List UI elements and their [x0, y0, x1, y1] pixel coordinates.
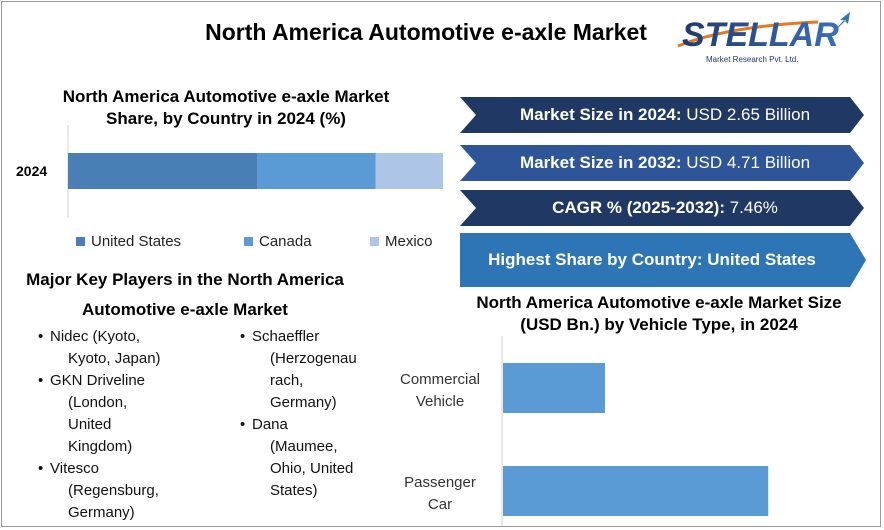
- legend-label: United States: [91, 233, 182, 250]
- legend-swatch-mexico: [370, 237, 379, 246]
- key-player-name: Vitesco: [50, 460, 99, 477]
- metric-cagr: CAGR % (2025-2032): 7.46%: [480, 190, 850, 226]
- vehicle-bar-passenger-car: [503, 466, 769, 516]
- svg-text:STELLAR: STELLAR: [682, 16, 839, 54]
- metric-label: Market Size in 2024:: [519, 105, 682, 124]
- share-chart: 2024: [16, 125, 443, 218]
- vehicle-chart: Commercial Vehicle Passenger Car: [400, 336, 769, 526]
- key-players-list-1: • Nidec (Kyoto, Kyoto, Japan) • GKN Drivelin…: [38, 326, 228, 524]
- metric-arrow-2: [460, 145, 864, 181]
- svg-text:Market Research Pvt. Ltd.: Market Research Pvt. Ltd.: [706, 55, 798, 64]
- share-chart-title: North America Automotive e-axle Market S…: [62, 87, 390, 128]
- metric-arrow-3: [460, 190, 864, 226]
- category-label-line: Commercial: [400, 371, 480, 388]
- key-players-title: Major Key Players in the North America A…: [26, 270, 344, 319]
- key-player-detail: (Maumee,: [270, 438, 338, 455]
- metric-value: 7.46%: [729, 198, 778, 217]
- share-legend: United States Canada Mexico: [76, 233, 433, 250]
- share-bar-mexico: [375, 153, 443, 189]
- metric-size-2032: Market Size in 2032: USD 4.71 Billion: [480, 145, 850, 181]
- share-bar-canada: [257, 153, 376, 189]
- category-label-line: Vehicle: [416, 393, 464, 410]
- metric-value: USD 2.65 Billion: [686, 105, 811, 124]
- key-player-detail: Kingdom): [68, 438, 133, 455]
- metric-arrows: [460, 97, 866, 287]
- key-player-item: • Nidec (Kyoto, Kyoto, Japan): [38, 326, 228, 370]
- key-player-detail: Kyoto, Japan): [68, 350, 161, 367]
- category-label-line: Passenger: [404, 474, 476, 491]
- bullet-icon: •: [38, 328, 44, 345]
- key-player-item: • Dana (Maumee, Ohio, United States): [240, 414, 370, 502]
- key-player-detail: States): [270, 482, 318, 499]
- key-player-detail: (Regensburg,: [68, 482, 159, 499]
- bullet-icon: •: [240, 416, 246, 433]
- key-player-name: Nidec (Kyoto,: [50, 328, 141, 345]
- legend-swatch-canada: [244, 237, 253, 246]
- key-player-detail: (Herzogenau: [270, 350, 357, 367]
- key-player-detail: Germany): [68, 504, 135, 521]
- legend-item-united-states: United States: [76, 233, 244, 250]
- legend-label: Canada: [259, 233, 312, 250]
- vehicle-bar-commercial-vehicle: [503, 363, 605, 413]
- metric-arrow-4: [460, 233, 866, 287]
- page-title: North America Automotive e-axle Market: [205, 19, 647, 45]
- legend-item-mexico: Mexico: [370, 233, 433, 250]
- metric-arrow-1: [460, 97, 864, 133]
- share-bar-united-states: [68, 153, 258, 189]
- key-player-detail: (London,: [68, 394, 128, 411]
- bullet-icon: •: [38, 460, 44, 477]
- category-label-line: Car: [428, 496, 452, 513]
- key-player-detail: United: [68, 416, 112, 433]
- key-player-name: GKN Driveline: [50, 372, 146, 389]
- key-player-item: • Schaeffler (Herzogenau rach, Germany): [240, 326, 370, 414]
- legend-swatch-us: [76, 237, 85, 246]
- metric-size-2024: Market Size in 2024: USD 2.65 Billion: [480, 97, 850, 133]
- bullet-icon: •: [240, 328, 246, 345]
- metric-highest-share: Highest Share by Country: United States: [462, 233, 842, 287]
- category-label: Passenger Car: [404, 474, 476, 513]
- key-player-name: Schaeffler: [252, 328, 320, 345]
- metric-value: USD 4.71 Billion: [686, 153, 811, 172]
- legend-item-canada: Canada: [244, 233, 370, 250]
- key-player-name: Dana: [252, 416, 288, 433]
- key-players-list-2: • Schaeffler (Herzogenau rach, Germany) • Dana…: [240, 326, 370, 502]
- key-player-item: • Vitesco (Regensburg, Germany): [38, 458, 228, 524]
- category-label: 2024: [16, 163, 47, 179]
- legend-label: Mexico: [385, 233, 433, 250]
- metric-label: Highest Share by Country: United States: [488, 250, 816, 269]
- metric-label: Market Size in 2032:: [519, 153, 682, 172]
- stellar-logo: STELLAR Market Research Pvt. Ltd.: [677, 12, 850, 64]
- category-label: Commercial Vehicle: [400, 371, 480, 410]
- key-player-detail: rach,: [270, 372, 304, 389]
- key-player-item: • GKN Driveline (London, United Kingdom): [38, 370, 228, 458]
- key-player-detail: Germany): [270, 394, 337, 411]
- vehicle-chart-title: North America Automotive e-axle Market S…: [476, 293, 842, 334]
- metric-label: CAGR % (2025-2032):: [552, 198, 725, 217]
- key-player-detail: Ohio, United: [270, 460, 354, 477]
- bullet-icon: •: [38, 372, 44, 389]
